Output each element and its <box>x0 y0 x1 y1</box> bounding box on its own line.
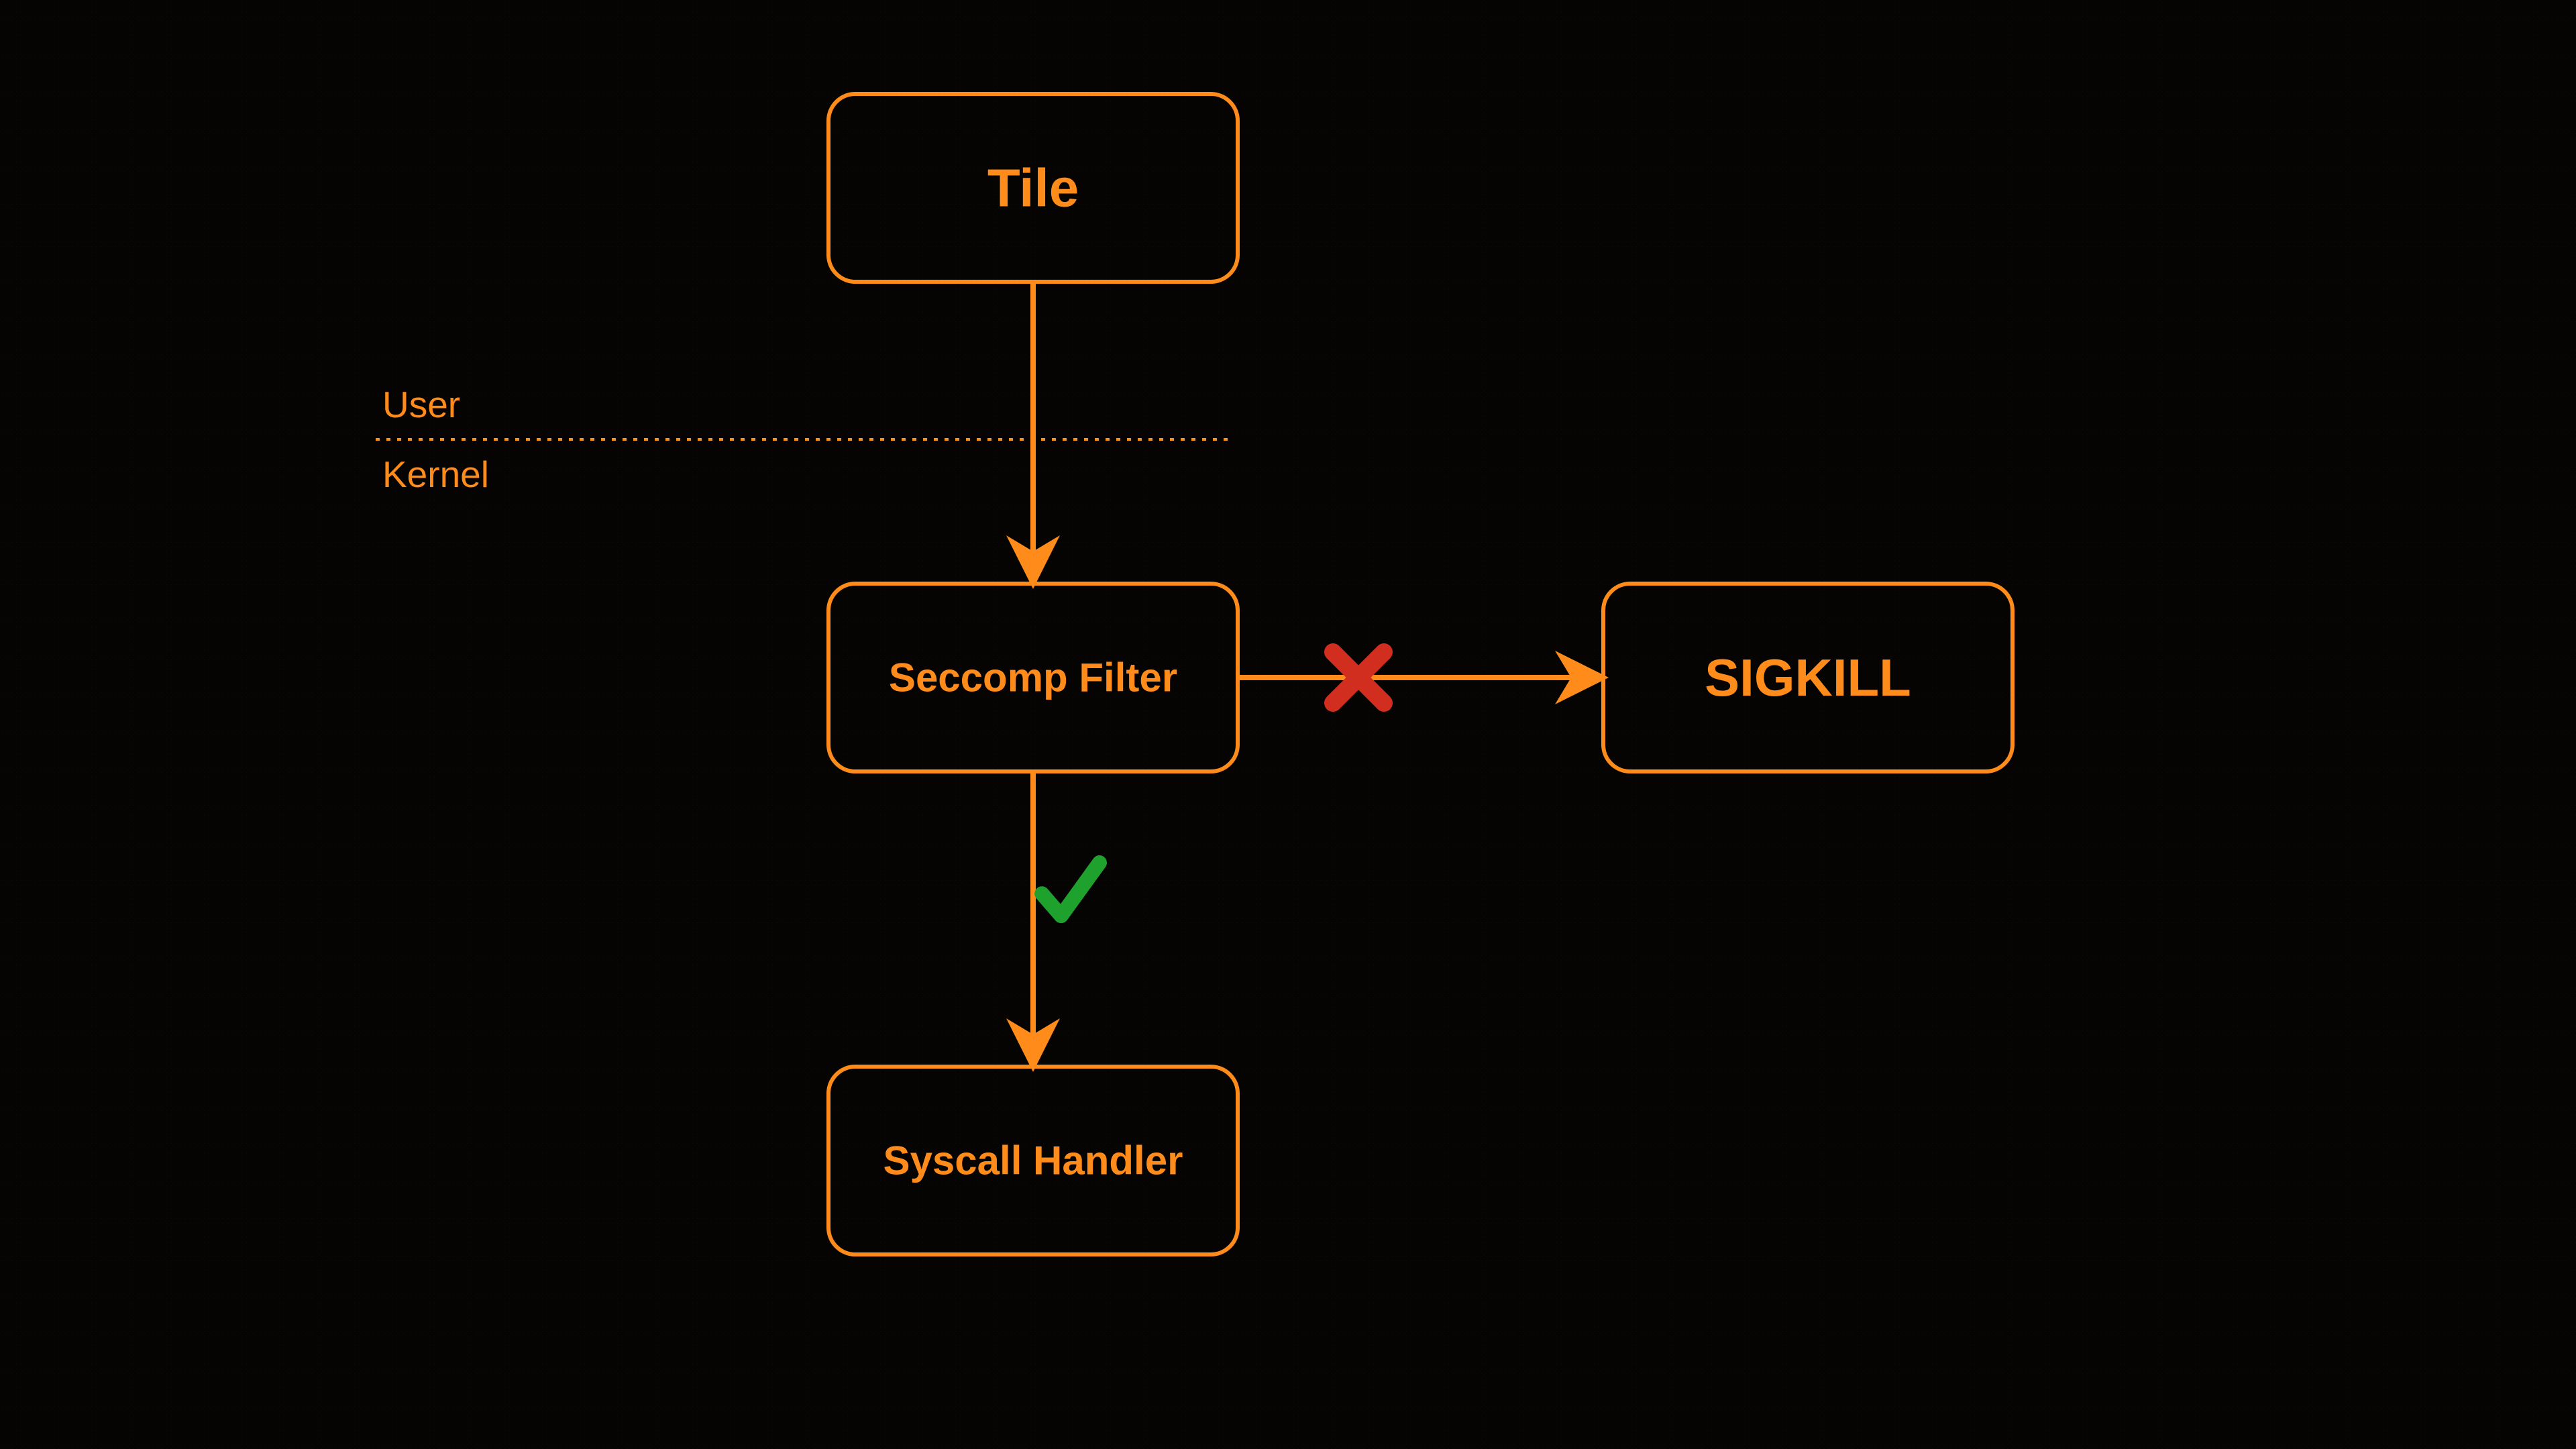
diagram-canvas: User Kernel Tile Seccomp Filter Syscall … <box>0 0 2576 1449</box>
node-tile: Tile <box>828 94 1238 282</box>
svg-text:Syscall Handler: Syscall Handler <box>883 1138 1183 1183</box>
node-sigkill: SIGKILL <box>1603 584 2012 771</box>
boundary-label-kernel: Kernel <box>382 453 489 495</box>
boundary-label-user: User <box>382 384 460 425</box>
node-seccomp-filter: Seccomp Filter <box>828 584 1238 771</box>
svg-text:Seccomp Filter: Seccomp Filter <box>889 655 1177 700</box>
check-icon <box>1042 863 1099 916</box>
node-syscall-handler: Syscall Handler <box>828 1067 1238 1254</box>
flowchart-svg: User Kernel Tile Seccomp Filter Syscall … <box>0 0 2576 1449</box>
svg-text:SIGKILL: SIGKILL <box>1705 648 1911 707</box>
svg-text:Tile: Tile <box>987 158 1079 218</box>
